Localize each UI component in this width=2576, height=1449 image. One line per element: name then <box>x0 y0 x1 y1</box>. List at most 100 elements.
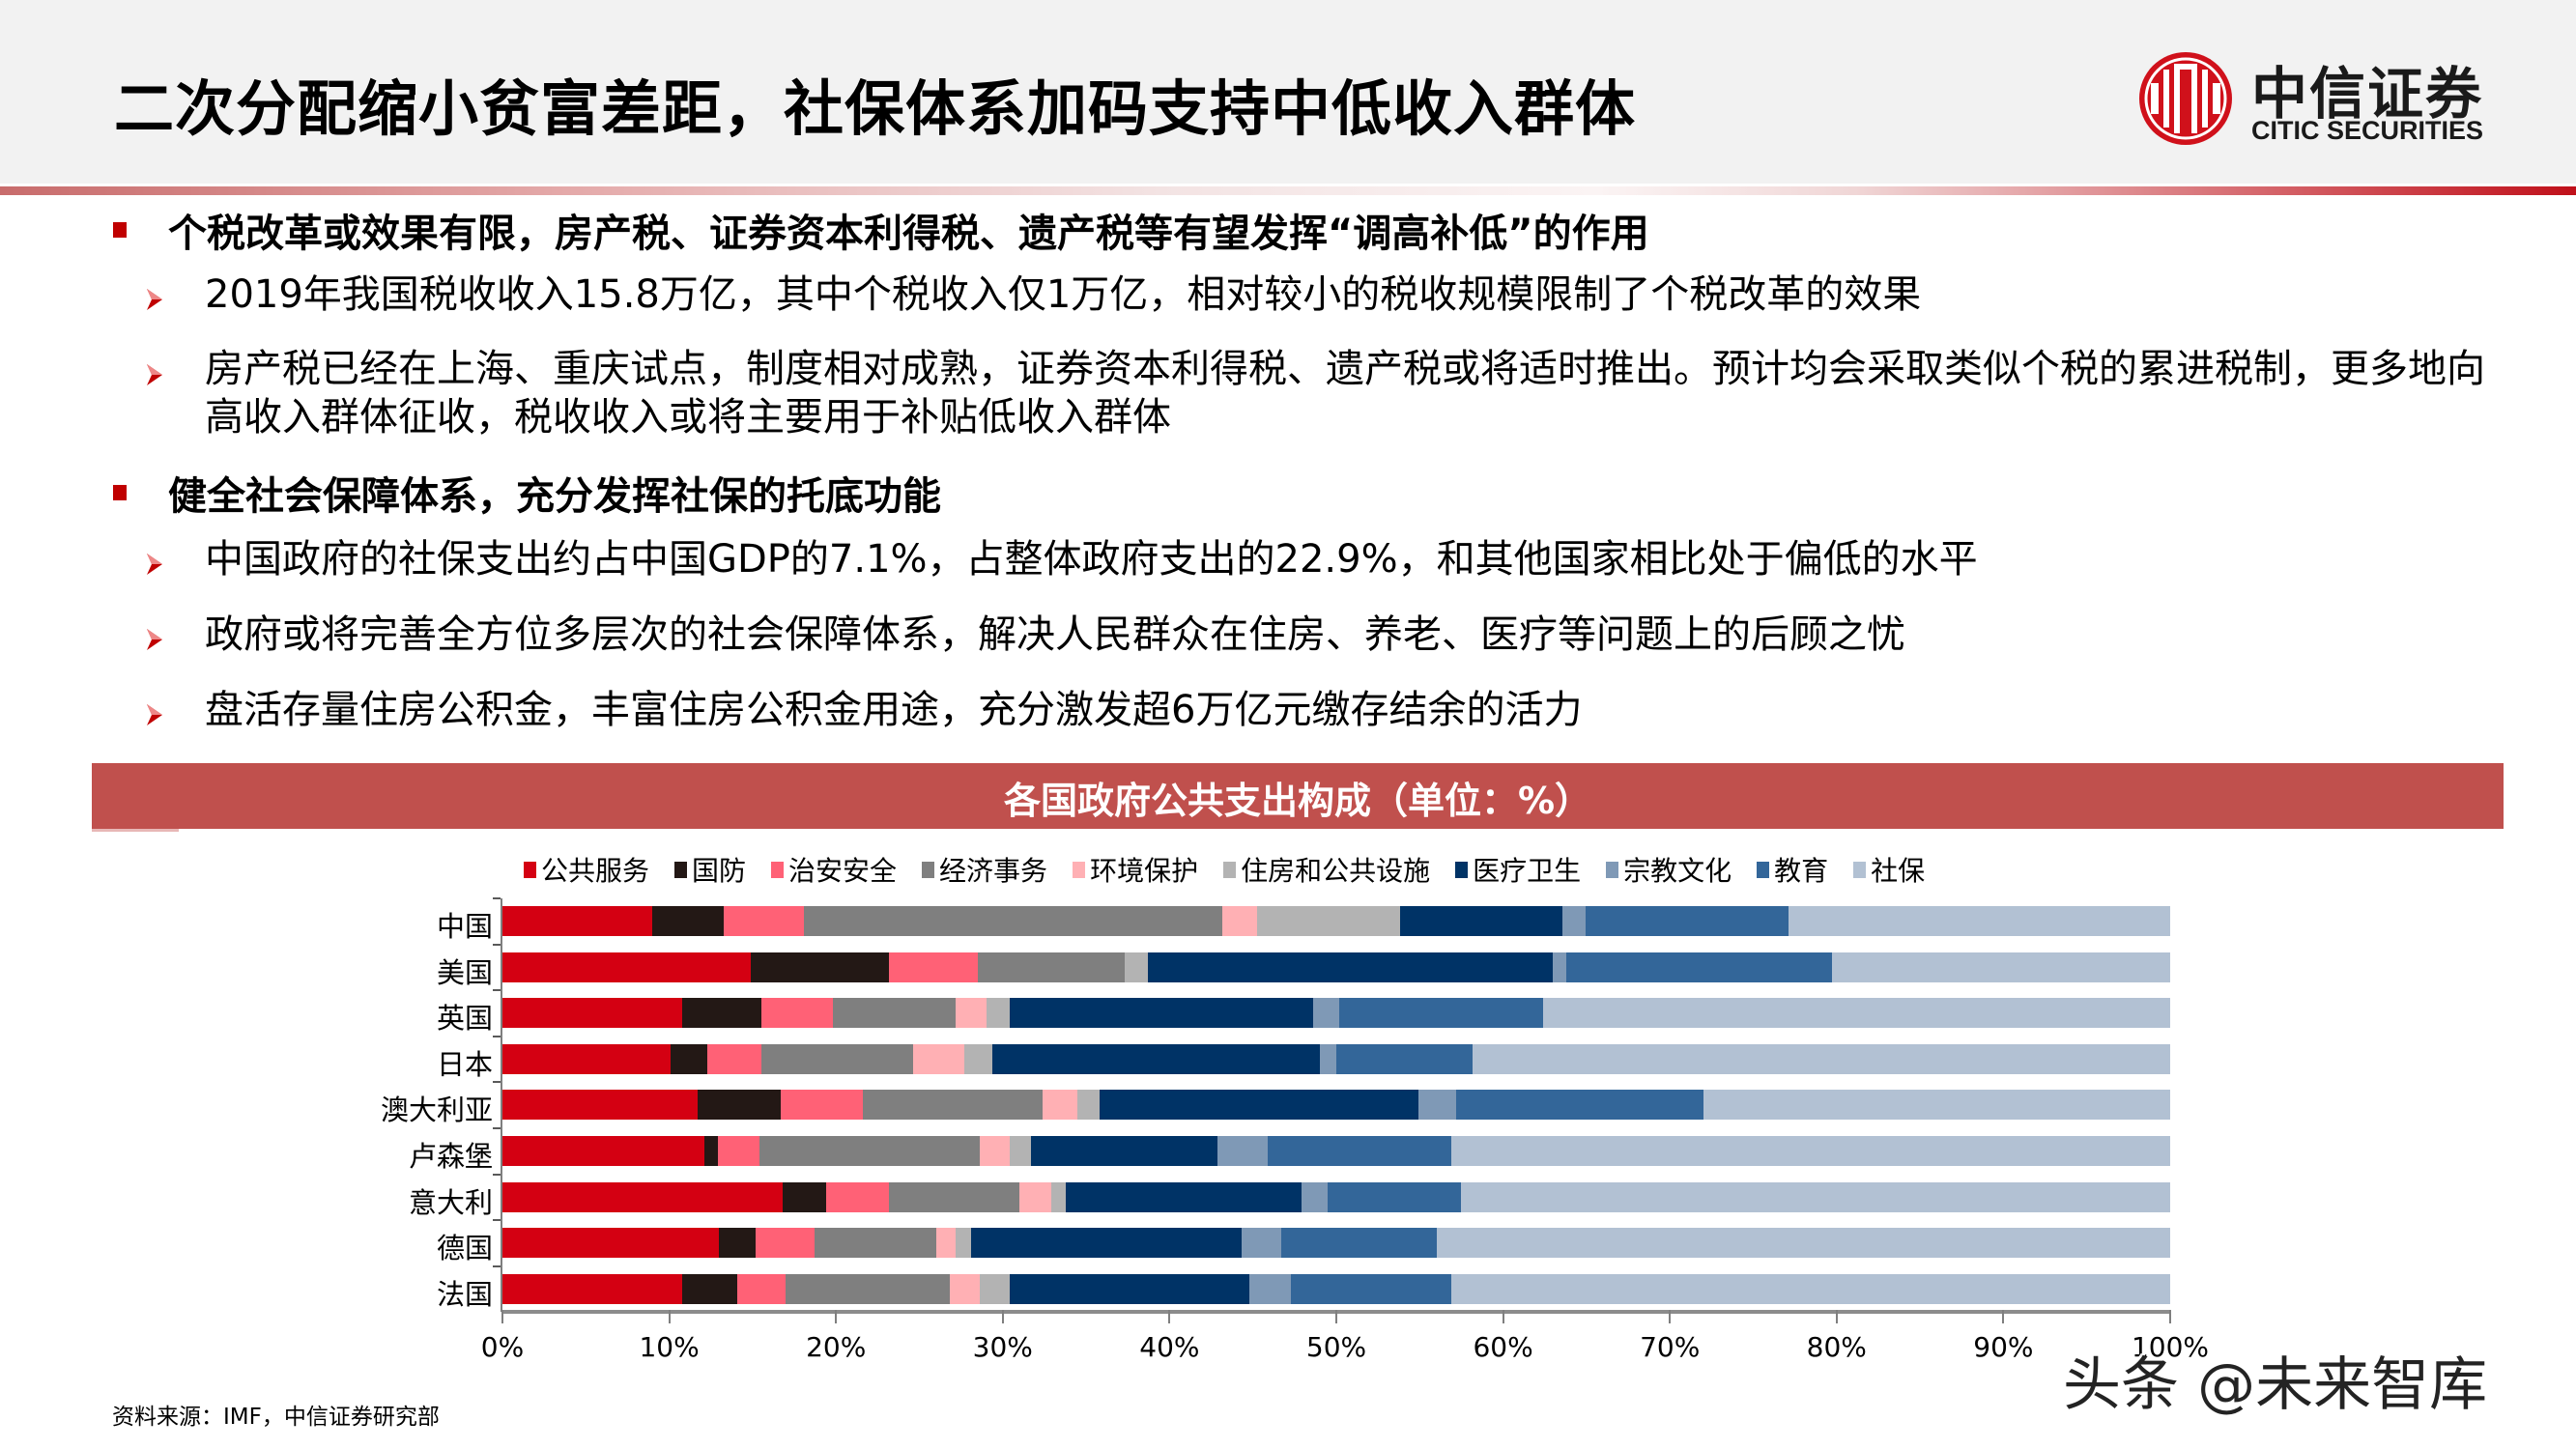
chart-title: 各国政府公共支出构成（单位：%） <box>1003 780 1592 822</box>
bar-segment <box>682 998 761 1029</box>
bar-segment <box>1301 1181 1329 1212</box>
bar-segment <box>979 1136 1010 1166</box>
bar-segment <box>964 1043 993 1074</box>
bar-segment <box>949 1273 980 1304</box>
bullet-level1: 健全社会保障体系，充分发挥社保的托底功能 <box>106 461 2522 519</box>
bar-segment <box>1339 998 1543 1029</box>
x-tick <box>2169 1310 2171 1323</box>
bar-segment <box>1542 998 2170 1029</box>
bar-segment <box>1009 1136 1032 1166</box>
y-axis-label: 意大利 <box>408 1185 493 1219</box>
bar-segment <box>862 1090 1044 1121</box>
bullet-text: 政府或将完善全方位多层次的社会保障体系，解决人民群众在住房、养老、医疗等问题上的… <box>205 612 1905 657</box>
bar-segment <box>760 998 833 1029</box>
x-axis-label: 40% <box>1139 1331 1200 1363</box>
logo-name-en: CITIC SECURITIES <box>2251 116 2484 145</box>
x-axis-label: 80% <box>1806 1331 1867 1363</box>
bar-segment <box>1221 906 1258 936</box>
bar-segment <box>1436 1228 2170 1259</box>
arrow-bullet-icon <box>147 554 162 575</box>
bar-segment <box>1553 952 1567 982</box>
y-tick <box>493 989 501 992</box>
y-tick <box>493 897 501 899</box>
bar-row <box>502 1181 2170 1212</box>
bullet-level2: 房产税已经在上海、重庆试点，制度相对成熟，证券资本利得税、遗产税或将适时推出。预… <box>145 345 2522 441</box>
legend-swatch-icon <box>1757 861 1770 878</box>
bar-segment <box>1009 998 1313 1029</box>
legend-swatch-icon <box>1606 861 1619 878</box>
bar-segment <box>1473 1043 2170 1074</box>
bar-row <box>502 1090 2170 1121</box>
bar-segment <box>1147 952 1554 982</box>
x-axis-label: 0% <box>480 1331 525 1363</box>
bullet-text: 房产税已经在上海、重庆试点，制度相对成熟，证券资本利得税、遗产税或将适时推出。预… <box>205 347 2485 440</box>
legend-label: 医疗卫生 <box>1473 855 1582 887</box>
legend-item: 社保 <box>1853 850 1925 889</box>
x-tick <box>1502 1310 1504 1323</box>
y-axis-label: 法国 <box>436 1277 493 1311</box>
legend-swatch-icon <box>1223 861 1237 878</box>
bar-segment <box>1009 1273 1250 1304</box>
bar-segment <box>1831 952 2170 982</box>
bar-segment <box>1268 1136 1452 1166</box>
bar-segment <box>986 998 1010 1029</box>
citic-logo-icon <box>2139 52 2232 145</box>
bar-segment <box>832 998 957 1029</box>
watermark: 头条 @未来智库 <box>2063 1351 2488 1419</box>
legend-swatch-icon <box>1455 861 1469 878</box>
bar-segment <box>652 906 725 936</box>
bar-segment <box>956 1228 971 1259</box>
legend-item: 教育 <box>1757 850 1828 889</box>
bar-segment <box>1319 1043 1336 1074</box>
y-axis-label: 中国 <box>436 910 493 943</box>
bullet-level2: 政府或将完善全方位多层次的社会保障体系，解决人民群众在住房、养老、医疗等问题上的… <box>145 610 2522 660</box>
bar-segment <box>935 1228 957 1259</box>
bar-segment <box>912 1043 965 1074</box>
x-axis-label: 10% <box>639 1331 700 1363</box>
x-axis-label: 60% <box>1473 1331 1533 1363</box>
arrow-bullet-icon <box>147 364 162 385</box>
bar-segment <box>1585 906 1789 936</box>
legend-item: 国防 <box>674 850 746 889</box>
bar-segment <box>1451 1273 2170 1304</box>
bar-segment <box>1257 906 1401 936</box>
bar-segment <box>502 1090 698 1121</box>
square-bullet-icon <box>113 485 127 500</box>
legend-swatch-icon <box>674 861 688 878</box>
x-axis-label: 30% <box>972 1331 1033 1363</box>
bar-row <box>502 906 2170 936</box>
x-axis-label: 100% <box>2131 1331 2210 1363</box>
bar-segment <box>979 1273 1010 1304</box>
bar-segment <box>1124 952 1148 982</box>
x-axis-label: 70% <box>1640 1331 1701 1363</box>
bar-segment <box>1451 1136 2170 1166</box>
bar-segment <box>502 998 683 1029</box>
bullet-level2: 盘活存量住房公积金，丰富住房公积金用途，充分激发超6万亿元缴存结余的活力 <box>145 685 2522 735</box>
bar-segment <box>760 1043 913 1074</box>
source-note: 资料来源：IMF，中信证券研究部 <box>112 1405 440 1430</box>
y-axis-label: 日本 <box>436 1047 493 1081</box>
bar-segment <box>889 1181 1020 1212</box>
square-bullet-icon <box>113 222 127 238</box>
bar-segment <box>751 952 890 982</box>
legend-item: 医疗卫生 <box>1455 850 1581 889</box>
bar-segment <box>825 1181 890 1212</box>
y-tick <box>493 943 501 946</box>
x-axis-label: 90% <box>1973 1331 2034 1363</box>
bar-segment <box>1043 1090 1078 1121</box>
bar-segment <box>724 906 805 936</box>
bar-segment <box>502 1181 783 1212</box>
citic-logo: 中信证券 CITIC SECURITIES <box>2137 48 2524 155</box>
legend-label: 社保 <box>1871 855 1926 887</box>
bar-segment <box>502 1136 704 1166</box>
y-axis-label: 卢森堡 <box>408 1140 493 1173</box>
x-axis-label: 20% <box>806 1331 867 1363</box>
y-tick <box>493 1264 501 1267</box>
bar-row <box>502 952 2170 982</box>
legend-item: 治安安全 <box>771 850 897 889</box>
bar-segment <box>502 1228 720 1259</box>
bar-segment <box>502 1273 683 1304</box>
y-tick <box>493 1219 501 1222</box>
x-tick <box>1335 1310 1337 1323</box>
bar-segment <box>1031 1136 1218 1166</box>
